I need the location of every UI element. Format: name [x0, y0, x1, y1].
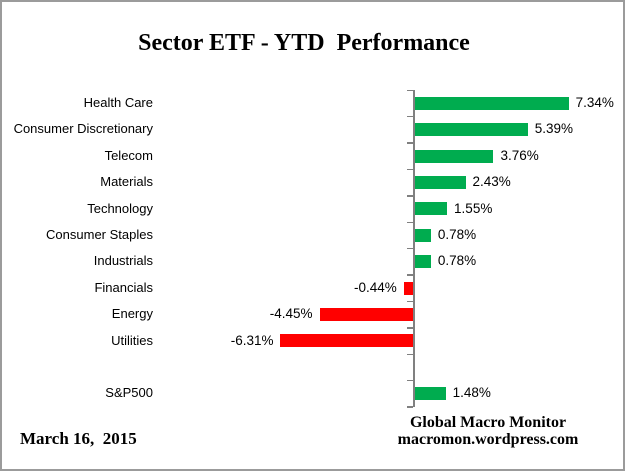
value-label: 2.43% — [472, 174, 511, 190]
axis-tick — [407, 274, 413, 276]
date-label: March 16, 2015 — [20, 429, 137, 448]
value-label: 1.55% — [454, 200, 493, 216]
brand-block: Global Macro Monitor macromon.wordpress.… — [348, 414, 623, 448]
value-label: -0.44% — [353, 279, 397, 295]
category-label: Financials — [94, 279, 153, 295]
value-label: 5.39% — [534, 121, 573, 137]
bar-negative — [403, 281, 413, 295]
bar-positive — [414, 123, 528, 137]
category-label: Consumer Discretionary — [13, 121, 153, 137]
category-label: S&P500 — [105, 385, 153, 401]
bar-negative — [319, 307, 413, 321]
axis-tick — [407, 247, 413, 250]
category-axis — [413, 90, 415, 407]
category-label: Energy — [111, 306, 153, 322]
axis-tick — [407, 115, 413, 118]
brand-url: macromon.wordpress.com — [397, 430, 579, 448]
axis-tick — [407, 89, 413, 91]
value-label: 3.76% — [500, 147, 539, 163]
value-label: 7.34% — [575, 95, 614, 110]
value-label: 1.48% — [452, 385, 491, 401]
axis-tick — [407, 379, 413, 382]
axis-tick — [407, 327, 413, 329]
category-label: Consumer Staples — [46, 227, 153, 242]
category-label: Technology — [87, 200, 153, 216]
axis-tick — [407, 300, 413, 303]
brand-name: Global Macro Monitor — [409, 414, 567, 431]
axis-tick — [407, 195, 413, 197]
category-label: Utilities — [111, 332, 153, 348]
axis-tick — [407, 353, 413, 355]
category-label: Health Care — [83, 95, 153, 110]
axis-tick — [407, 406, 413, 408]
category-label: Telecom — [104, 147, 153, 163]
bar-positive — [414, 175, 466, 189]
category-label: Industrials — [93, 253, 153, 269]
bar-positive — [414, 149, 494, 163]
value-label: 0.78% — [437, 227, 477, 242]
bar-negative — [280, 334, 413, 348]
axis-tick — [407, 221, 413, 223]
value-label: -4.45% — [269, 306, 313, 322]
bar-positive — [414, 228, 431, 242]
axis-tick — [407, 142, 413, 144]
chart-title: Sector ETF - YTD Performance — [138, 30, 470, 56]
bar-positive — [414, 96, 569, 110]
bar-positive — [414, 202, 448, 216]
bar-positive — [414, 387, 446, 401]
value-label: 0.78% — [437, 253, 477, 269]
value-label: -6.31% — [230, 332, 274, 348]
bar-positive — [414, 255, 431, 269]
category-label: Materials — [100, 174, 153, 190]
axis-tick — [407, 168, 413, 171]
